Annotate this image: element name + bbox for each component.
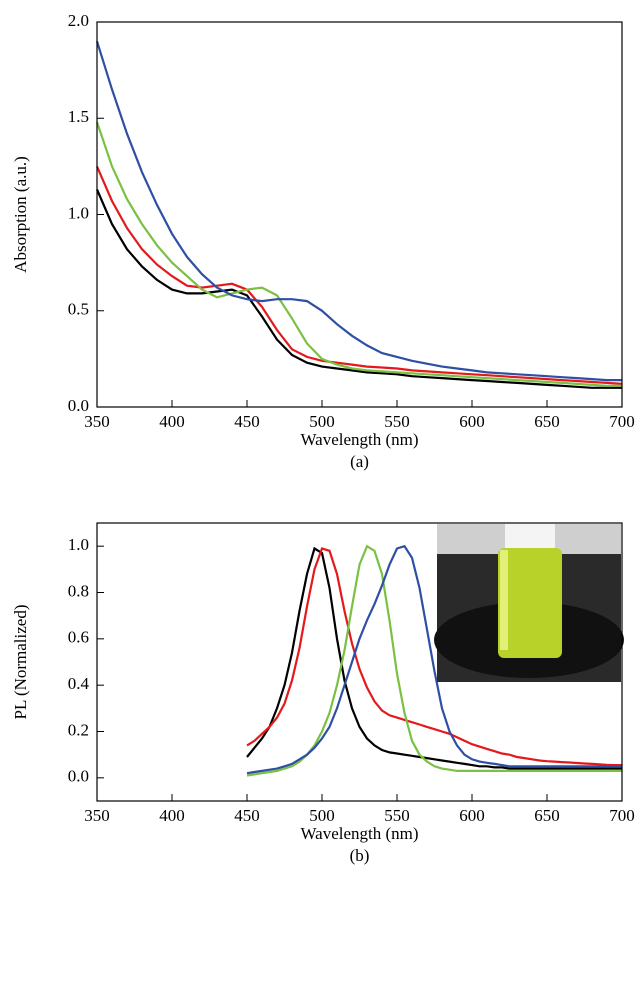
x-tick-label: 350 xyxy=(84,806,110,825)
vial-cap xyxy=(505,524,555,548)
vial-highlight xyxy=(500,550,508,650)
x-tick-label: 450 xyxy=(234,412,260,431)
line-series xyxy=(246,544,622,775)
x-tick-label: 600 xyxy=(459,412,485,431)
y-tick-label: 1.0 xyxy=(68,535,89,554)
y-tick-label: 0.5 xyxy=(68,300,89,319)
x-tick-label: 500 xyxy=(309,806,335,825)
line-series xyxy=(95,121,622,387)
y-tick-label: 0.2 xyxy=(68,720,89,739)
x-tick-label: 650 xyxy=(534,412,560,431)
x-tick-label: 650 xyxy=(534,806,560,825)
y-tick-label: 2.0 xyxy=(68,11,89,30)
plot-frame xyxy=(96,522,623,802)
line-series xyxy=(95,189,622,389)
line-series xyxy=(95,40,622,382)
panel xyxy=(246,544,622,777)
y-tick-label: 0.8 xyxy=(68,581,89,600)
y-tick-label: 1.0 xyxy=(68,203,89,222)
y-tick-label: 0.6 xyxy=(68,628,89,647)
x-tick-label: 500 xyxy=(309,412,335,431)
panel-caption: (a) xyxy=(350,452,369,471)
y-tick-label: 0.0 xyxy=(68,396,89,415)
x-tick-label: 400 xyxy=(159,806,185,825)
x-tick-label: 450 xyxy=(234,806,260,825)
x-tick-label: 700 xyxy=(609,806,635,825)
x-axis-label: Wavelength (nm) xyxy=(300,430,418,449)
x-tick-label: 700 xyxy=(609,412,635,431)
y-axis-label: PL (Normalized) xyxy=(11,604,30,719)
x-axis-label: Wavelength (nm) xyxy=(300,824,418,843)
vial xyxy=(498,548,562,658)
y-tick-label: 1.5 xyxy=(68,107,89,126)
line-series xyxy=(95,165,623,385)
x-tick-label: 350 xyxy=(84,412,110,431)
inset-photo xyxy=(434,524,624,682)
x-tick-label: 600 xyxy=(459,806,485,825)
x-tick-label: 550 xyxy=(384,806,410,825)
line-series xyxy=(246,547,622,767)
y-tick-label: 0.4 xyxy=(68,674,90,693)
line-series xyxy=(246,546,622,770)
x-tick-label: 400 xyxy=(159,412,185,431)
y-tick-label: 0.0 xyxy=(68,767,89,786)
plot-frame xyxy=(96,21,623,408)
y-axis-label: Absorption (a.u.) xyxy=(11,156,30,273)
panel-caption: (b) xyxy=(350,846,370,865)
panel xyxy=(95,40,623,389)
x-tick-label: 550 xyxy=(384,412,410,431)
